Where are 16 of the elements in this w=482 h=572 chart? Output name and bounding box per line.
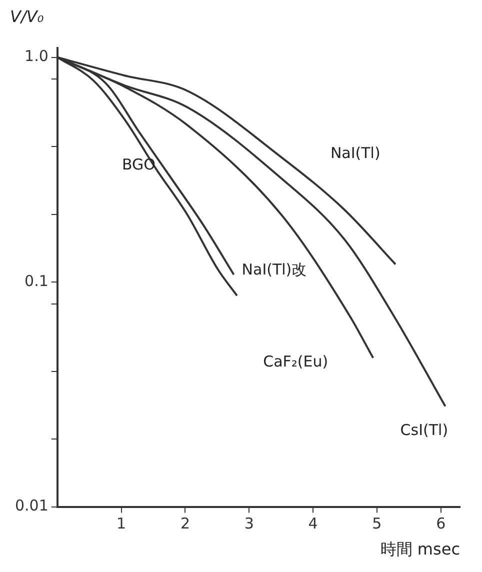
series-label: CsI(Tl) bbox=[400, 421, 448, 440]
x-tick-label: 3 bbox=[244, 514, 254, 533]
series-label: NaI(Tl) bbox=[330, 144, 380, 162]
x-tick-label: 4 bbox=[308, 514, 318, 533]
y-tick-label: 0.01 bbox=[14, 496, 48, 515]
text: CaF₂(Eu) bbox=[263, 352, 328, 371]
y-axis-title: V/V₀ bbox=[10, 7, 44, 26]
x-tick-label: 2 bbox=[180, 514, 190, 533]
x-tick-label: 6 bbox=[436, 514, 446, 533]
x-tick-label: 5 bbox=[372, 514, 382, 533]
x-tick-label: 1 bbox=[116, 514, 126, 533]
series-label: NaI(Tl)改 bbox=[242, 260, 307, 278]
series-label: BGO bbox=[122, 156, 156, 174]
y-tick-label: 1.0 bbox=[24, 47, 48, 66]
x-axis-title: 時間 msec bbox=[380, 540, 460, 559]
y-tick-label: 0.1 bbox=[24, 272, 48, 290]
